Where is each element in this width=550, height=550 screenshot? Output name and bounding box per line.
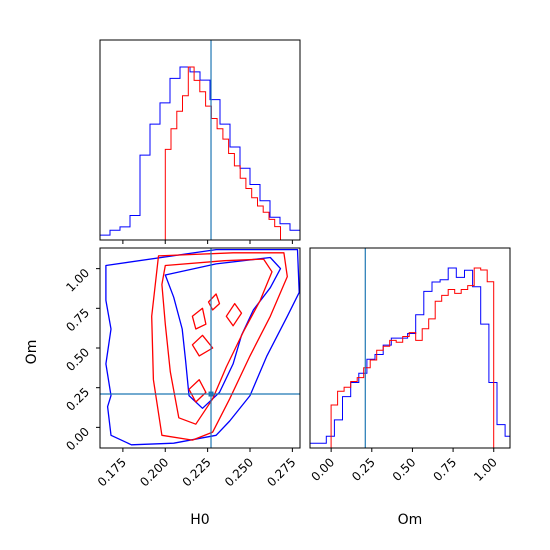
h0-tick-label: 0.200 (137, 455, 171, 489)
contour-line-1-2 (225, 302, 243, 327)
h0-tick-label: 0.225 (180, 455, 214, 489)
contour-line-1-6 (151, 252, 288, 441)
contour-line-1-3 (191, 334, 214, 357)
om-marginal-tick-label: 0.75 (430, 455, 459, 484)
om-marginal-tick-label: 0.50 (390, 455, 419, 484)
h0-marginal-panel (99, 39, 301, 244)
h0-om-contour-panel: 0.175 0.200 0.225 0.250 0.275 0.000.250.500.… (24, 247, 301, 528)
om-tick-label: 0.50 (63, 345, 92, 374)
truth-marker (208, 391, 214, 397)
h0-tick-label: 0.275 (264, 455, 298, 489)
contour-line-1-1 (191, 307, 207, 330)
h0-om-contours (105, 248, 300, 446)
om-marginal-panel: 0.00 0.25 0.50 0.75 1.00 Om (308, 247, 511, 528)
contour-line-1-4 (188, 379, 207, 403)
h0-marginal-frame (99, 39, 301, 241)
h0-tick-label: 0.175 (95, 455, 129, 489)
contour-line-0-0 (164, 256, 282, 409)
om-marginal-tick-label: 0.00 (308, 455, 337, 484)
om-marginal-tick-label: 0.25 (349, 455, 378, 484)
om-marginal-axis-label: Om (398, 512, 423, 528)
om-histogram-series-1 (330, 267, 495, 448)
om-histogram-series-0 (309, 267, 511, 448)
om-tick-label: 1.00 (63, 266, 92, 295)
om-histogram-steps (309, 267, 511, 448)
om-tick-label: 0.75 (63, 306, 92, 335)
h0-histogram-steps (99, 66, 301, 240)
om-marginal-axis-ticks: 0.00 0.25 0.50 0.75 1.00 (308, 448, 500, 484)
contour-line-0-1 (105, 248, 300, 446)
h0-marginal-ticks (122, 240, 293, 244)
om-tick-label: 0.00 (63, 425, 92, 454)
om-axis-ticks: 0.00 0.25 0.50 0.75 1.00 (63, 266, 100, 454)
om-axis-label: Om (24, 340, 40, 365)
h0-tick-label: 0.250 (222, 455, 256, 489)
h0-axis-label: H0 (190, 512, 209, 528)
h0-axis-ticks: 0.175 0.200 0.225 0.250 0.275 (95, 448, 298, 489)
contour-line-1-0 (207, 293, 221, 311)
h0-histogram-series-1 (164, 66, 281, 240)
om-marginal-tick-label: 1.00 (471, 455, 500, 484)
contour-line-1-5 (161, 258, 273, 425)
h0-histogram-series-0 (99, 66, 301, 240)
om-marginal-frame (309, 247, 511, 449)
om-tick-label: 0.25 (63, 385, 92, 414)
